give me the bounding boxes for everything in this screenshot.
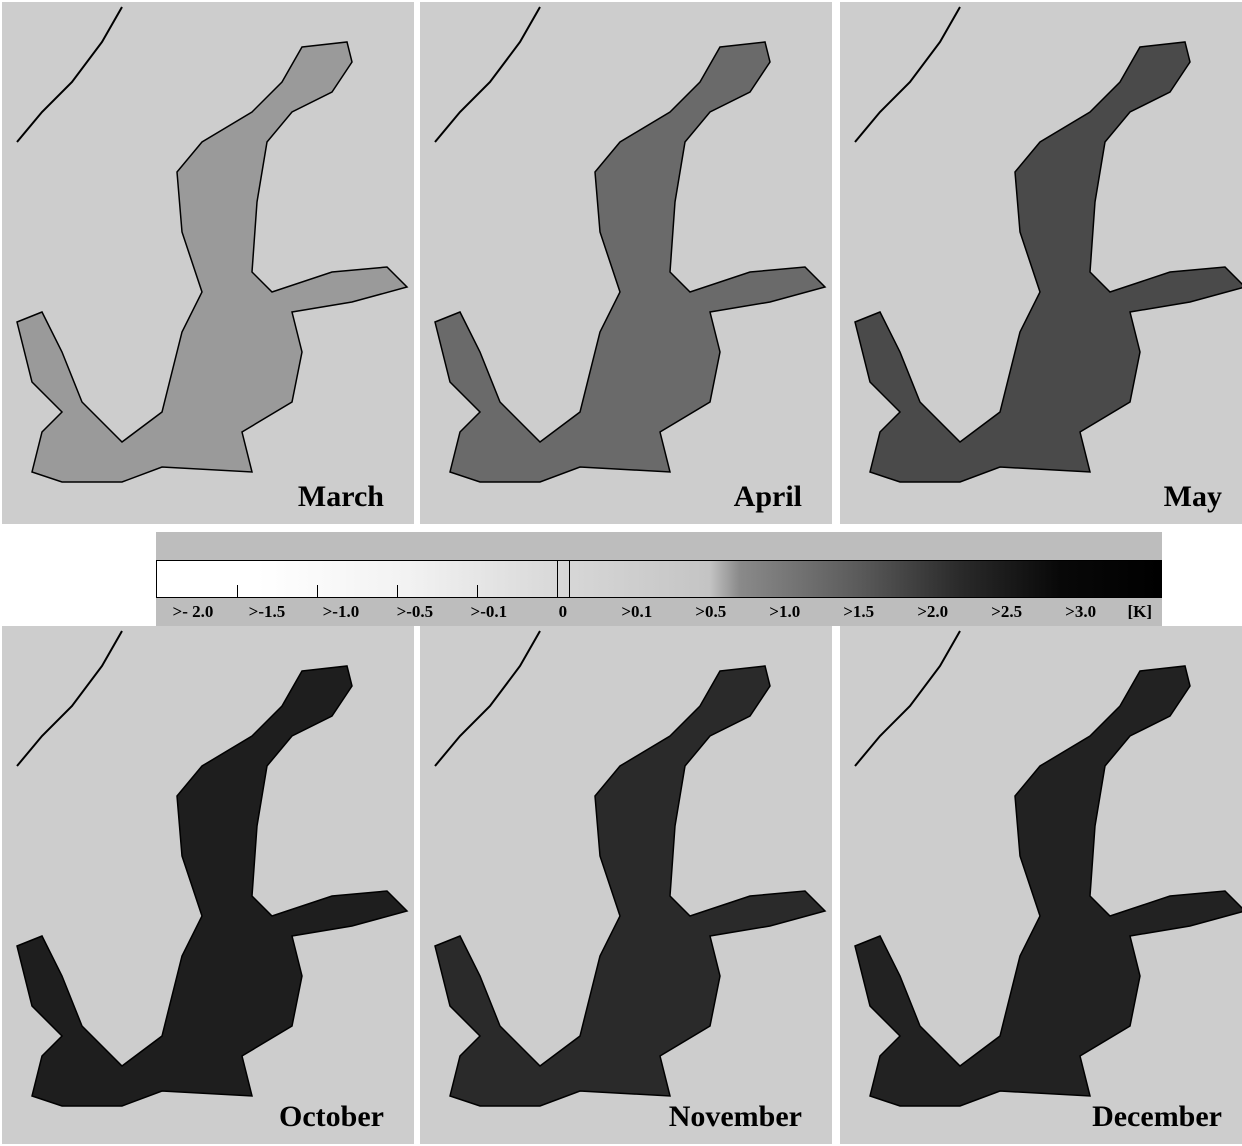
legend-unit: [K] (1127, 602, 1153, 621)
legend-label: >-0.5 (396, 602, 434, 621)
sea-anomaly (434, 665, 826, 1107)
panel-label: November (668, 1100, 802, 1133)
legend-label: >-1.5 (248, 602, 286, 621)
sea-anomaly (434, 41, 826, 483)
legend-label: >-0.1 (470, 602, 508, 621)
map (854, 630, 1242, 1107)
legend-label: >3.0 (1065, 602, 1097, 621)
legend-tick (569, 561, 570, 597)
sea-anomaly (854, 665, 1242, 1107)
legend-label: >2.0 (917, 602, 949, 621)
map (854, 6, 1242, 483)
legend-band (156, 532, 1162, 560)
map-panel: December (840, 626, 1242, 1144)
map (434, 6, 826, 483)
legend-label: >-1.0 (322, 602, 360, 621)
legend-tick (237, 585, 238, 597)
legend-label: >- 2.0 (172, 602, 214, 621)
legend-label: >2.5 (991, 602, 1023, 621)
sea-anomaly (16, 665, 408, 1107)
legend-label: 0 (558, 602, 568, 621)
coastline (16, 6, 123, 143)
coastline (434, 630, 541, 767)
coastline (16, 630, 123, 767)
sea-anomaly (16, 41, 408, 483)
legend-tick (557, 561, 558, 597)
coastline (854, 6, 961, 143)
coastline (434, 6, 541, 143)
map (16, 630, 408, 1107)
map-panel: April (420, 2, 832, 524)
legend-label: >1.0 (769, 602, 801, 621)
legend-tick (397, 585, 398, 597)
sea-anomaly (854, 41, 1242, 483)
map-panel: November (420, 626, 832, 1144)
map-panel: May (840, 2, 1242, 524)
panel-label: May (1163, 480, 1222, 513)
legend-label: >0.5 (695, 602, 727, 621)
panel-label: October (279, 1100, 384, 1133)
legend-tick (317, 585, 318, 597)
map-panel: October (2, 626, 414, 1144)
map-panel: March (2, 2, 414, 524)
legend-label: >1.5 (843, 602, 875, 621)
map (434, 630, 826, 1107)
legend-color-bar (156, 560, 1162, 598)
legend-labels: >- 2.0 >-1.5 >-1.0 >-0.5 >-0.1 0 >0.1 >0.5 >1.0 >… (156, 598, 1162, 626)
legend-tick (477, 585, 478, 597)
map (16, 6, 408, 483)
panel-label: April (733, 480, 802, 513)
panel-label: March (297, 480, 384, 513)
panel-label: December (1092, 1100, 1222, 1133)
coastline (854, 630, 961, 767)
legend-label: >0.1 (621, 602, 653, 621)
